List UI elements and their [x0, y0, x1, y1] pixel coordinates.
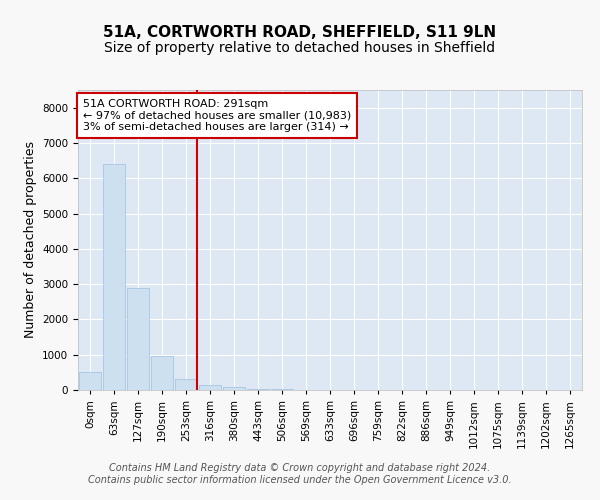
Y-axis label: Number of detached properties: Number of detached properties	[23, 142, 37, 338]
Bar	[151, 356, 173, 390]
Text: Contains HM Land Registry data © Crown copyright and database right 2024.
Contai: Contains HM Land Registry data © Crown c…	[88, 464, 512, 485]
Bar	[127, 288, 149, 390]
Bar	[247, 388, 269, 390]
Text: 51A, CORTWORTH ROAD, SHEFFIELD, S11 9LN: 51A, CORTWORTH ROAD, SHEFFIELD, S11 9LN	[103, 25, 497, 40]
Bar	[79, 372, 101, 390]
Text: 51A CORTWORTH ROAD: 291sqm
← 97% of detached houses are smaller (10,983)
3% of s: 51A CORTWORTH ROAD: 291sqm ← 97% of deta…	[83, 99, 351, 132]
Bar	[223, 387, 245, 390]
Bar	[199, 386, 221, 390]
Text: Size of property relative to detached houses in Sheffield: Size of property relative to detached ho…	[104, 41, 496, 55]
Bar	[103, 164, 125, 390]
Bar	[175, 380, 197, 390]
